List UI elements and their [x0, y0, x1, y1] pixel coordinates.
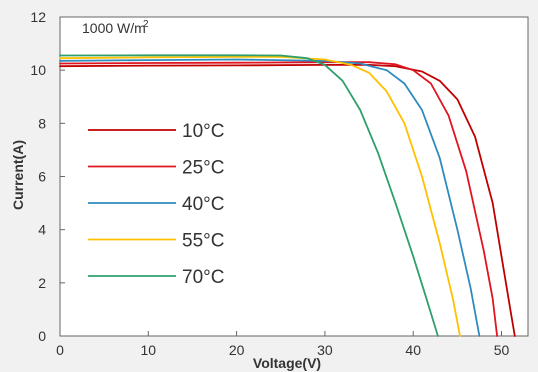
x-tick-label: 10	[141, 342, 157, 358]
x-tick-label: 0	[56, 342, 64, 358]
x-tick-label: 40	[405, 342, 421, 358]
legend-label-1: 10°C	[182, 121, 224, 142]
irradiance-annotation-text: 1000 W/m	[82, 20, 146, 36]
series-line-1	[59, 64, 516, 337]
series-line-3	[59, 58, 481, 337]
axes: 0 2 4 6 8 10 12 0 10 20 30 40 50	[30, 9, 529, 358]
legend-label-2: 25°C	[182, 158, 224, 179]
x-tick-label: 30	[317, 342, 333, 358]
y-tick-label: 10	[30, 62, 46, 78]
y-tick-label: 8	[38, 115, 46, 131]
x-tick-label: 20	[229, 342, 245, 358]
y-tick-label: 4	[38, 222, 46, 238]
y-axis-title: Current(A)	[10, 140, 26, 210]
series-layer	[59, 54, 516, 337]
y-tick-label: 12	[30, 9, 46, 25]
y-tick-label: 0	[38, 328, 46, 344]
legend-label-3: 40°C	[182, 194, 224, 215]
x-axis-title: Voltage(V)	[253, 355, 321, 371]
legend: 10°C 25°C 40°C 55°C 70°C	[88, 121, 224, 288]
y-tick-label: 2	[38, 275, 46, 291]
series-line-2	[59, 61, 499, 337]
series-line-4	[59, 56, 461, 337]
x-tick-label: 50	[494, 342, 510, 358]
irradiance-annotation: 1000 W/m	[82, 20, 146, 36]
legend-label-4: 55°C	[182, 231, 224, 252]
irradiance-annotation-superscript: 2	[143, 19, 149, 30]
series-line-5	[59, 54, 439, 337]
legend-label-5: 70°C	[182, 267, 224, 288]
y-tick-label: 6	[38, 169, 46, 185]
